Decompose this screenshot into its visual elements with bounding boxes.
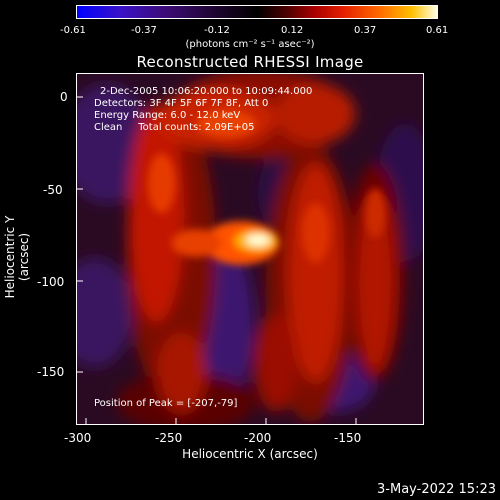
y-tick: -50 [43,183,63,197]
colorbar-tick: 0.12 [281,25,304,36]
colorbar-tick: -0.61 [60,25,86,36]
x-tick: -250 [155,431,183,445]
y-tick: 0 [60,90,68,104]
x-axis-label: Heliocentric X (arcsec) [182,447,318,461]
clean-counts-text: Clean Total counts: 2.09E+05 [94,122,255,133]
y-tick: -100 [37,275,65,289]
rhessi-image [77,74,423,424]
colorbar-tick: -0.12 [204,25,230,36]
colorbar [76,5,438,19]
y-tick: -150 [37,365,65,379]
detectors-text: Detectors: 3F 4F 5F 6F 7F 8F, Att 0 [94,98,269,109]
x-tick: -300 [64,431,92,445]
x-tick: -200 [244,431,272,445]
y-axis-label: Heliocentric Y (arcsec) [3,215,31,299]
time-range-text: 2-Dec-2005 10:06:20.000 to 10:09:44.000 [100,86,313,97]
energy-range-text: Energy Range: 6.0 - 12.0 keV [94,110,241,121]
x-tick: -150 [334,431,362,445]
timestamp: 3-May-2022 15:23 [377,482,496,497]
peak-position-text: Position of Peak = [-207,-79] [94,398,238,409]
colorbar-tick: 0.61 [426,25,449,36]
image-plot [76,73,424,425]
colorbar-units: (photons cm⁻² s⁻¹ asec⁻²) [185,39,315,50]
colorbar-tick: -0.37 [131,25,157,36]
plot-title: Reconstructed RHESSI Image [136,53,364,71]
colorbar-tick: 0.37 [354,25,377,36]
